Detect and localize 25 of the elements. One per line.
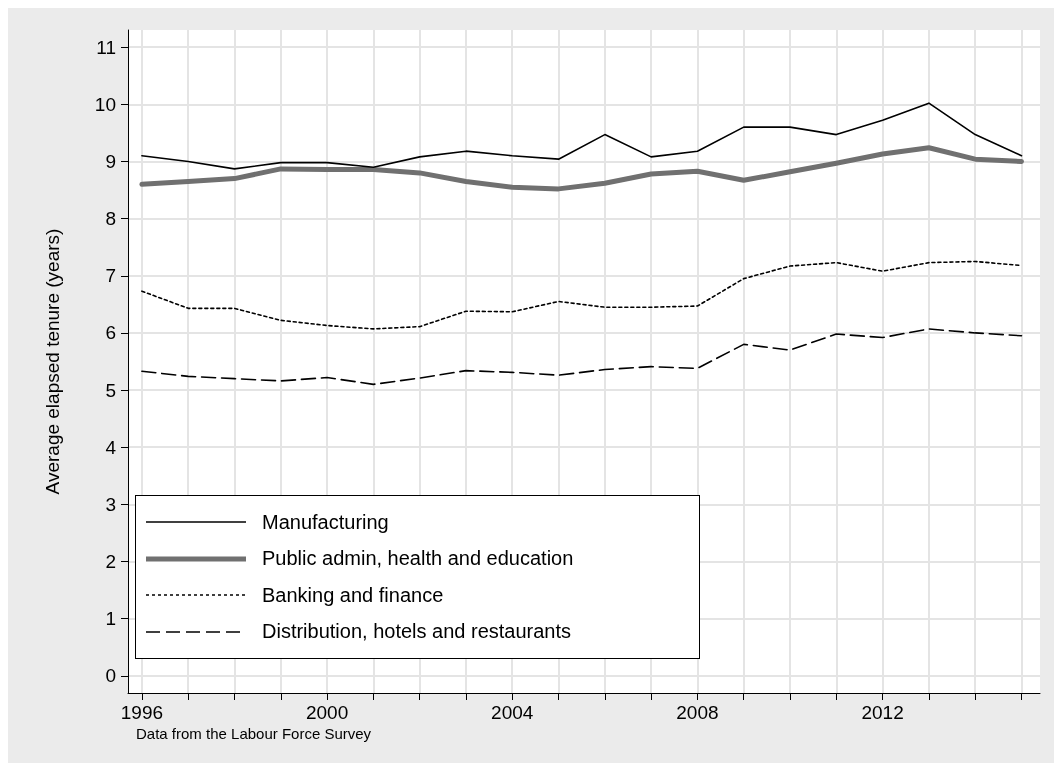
legend-label: Banking and finance <box>262 583 444 607</box>
y-tick-label: 6 <box>105 322 116 344</box>
y-tick-label: 10 <box>94 93 116 115</box>
y-tick-label: 4 <box>105 436 117 458</box>
y-tick-label: 3 <box>105 493 116 515</box>
y-tick-label: 11 <box>96 36 116 58</box>
x-tick-label: 2008 <box>676 702 719 723</box>
line-series <box>141 102 1023 170</box>
x-tick-label: 2004 <box>491 702 534 723</box>
y-tick-label: 8 <box>105 208 116 230</box>
y-tick-label: 7 <box>105 265 116 287</box>
y-axis-title: Average elapsed tenure (years) <box>42 228 63 495</box>
y-tick-label: 5 <box>105 379 116 401</box>
x-tick-label: 1996 <box>120 702 164 723</box>
legend-label: Manufacturing <box>262 510 389 534</box>
line-series <box>141 328 1023 386</box>
y-tick-label: 0 <box>105 665 116 687</box>
text: Data from the Labour Force Survey <box>136 725 372 742</box>
y-tick-label: 1 <box>105 608 116 630</box>
x-tick-label: 2012 <box>861 702 904 723</box>
legend-label: Public admin, health and education <box>262 547 574 571</box>
y-tick-label: 2 <box>105 551 116 573</box>
y-tick-label: 9 <box>105 150 116 172</box>
x-tick-label: 2000 <box>305 702 349 723</box>
legend-label: Distribution, hotels and restaurants <box>262 620 572 644</box>
